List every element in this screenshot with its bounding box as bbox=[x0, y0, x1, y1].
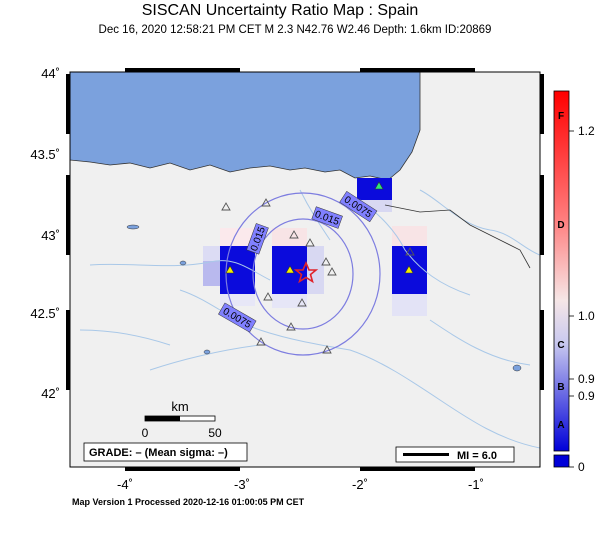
grid-cell bbox=[392, 226, 427, 246]
longitude-labels: -4˚ -3˚ -2˚ -1˚ bbox=[117, 477, 484, 492]
station-triangle bbox=[322, 345, 332, 354]
map-subtitle: Dec 16, 2020 12:58:21 PM CET M 2.3 N42.7… bbox=[98, 24, 492, 36]
colorbar-bottom-swatch bbox=[553, 454, 570, 468]
lat-label: 43.5˚ bbox=[30, 147, 60, 162]
colorbar-letter: A bbox=[557, 420, 564, 431]
colorbar-letter: C bbox=[557, 340, 564, 351]
lon-label: -1˚ bbox=[468, 477, 484, 492]
scale-bar: km 0 50 bbox=[142, 399, 222, 440]
mi-text: MI = 6.0 bbox=[457, 450, 497, 462]
grid-cell bbox=[357, 178, 392, 200]
lat-label: 43˚ bbox=[41, 228, 60, 243]
colorbar-letter: B bbox=[557, 382, 564, 393]
scale-tick: 0 bbox=[142, 426, 149, 440]
station-triangle bbox=[289, 230, 299, 239]
map-frame bbox=[69, 71, 541, 468]
colorbar-value: 0.9 bbox=[578, 389, 595, 403]
lat-label: 44˚ bbox=[41, 66, 60, 81]
colorbar-letter: D bbox=[557, 220, 564, 231]
colorbar-value: 0 bbox=[578, 460, 585, 474]
station-triangle bbox=[221, 202, 231, 211]
station-triangle bbox=[297, 298, 307, 307]
colorbar-value: 1.0 bbox=[578, 309, 595, 323]
colorbar-letter: F bbox=[558, 111, 564, 122]
lon-label: -3˚ bbox=[234, 477, 250, 492]
map-border-ticks bbox=[66, 68, 544, 471]
mi-box: MI = 6.0 bbox=[395, 446, 515, 463]
colorbar-value: 1.2 bbox=[578, 124, 595, 138]
colorbar-value: 0.9 bbox=[578, 372, 595, 386]
grid-cell bbox=[272, 228, 307, 246]
contour-lines bbox=[225, 192, 381, 356]
scale-unit: km bbox=[171, 399, 188, 414]
station-triangle-used bbox=[374, 181, 384, 190]
station-triangle bbox=[405, 247, 415, 256]
station-triangle bbox=[261, 198, 271, 207]
station-triangle bbox=[263, 292, 273, 301]
station-triangle bbox=[327, 267, 337, 276]
border-line bbox=[384, 204, 531, 269]
grade-box: GRADE: – (Mean sigma: –) bbox=[83, 442, 248, 462]
colorbar: F D C B A 1.2 1.0 0.9 0.9 0 bbox=[553, 90, 595, 474]
used-stations bbox=[225, 181, 414, 274]
grid-cell bbox=[272, 294, 307, 308]
grade-text: GRADE: – (Mean sigma: –) bbox=[89, 447, 228, 459]
lon-label: -2˚ bbox=[352, 477, 368, 492]
map-version-footer: Map Version 1 Processed 2020-12-16 01:00… bbox=[72, 497, 305, 507]
sea-area bbox=[70, 72, 421, 181]
latitude-labels: 44˚ 43.5˚ 43˚ 42.5˚ 42˚ bbox=[30, 66, 60, 401]
grid-cell bbox=[220, 246, 255, 294]
scale-tick: 50 bbox=[208, 426, 222, 440]
station-triangle bbox=[321, 257, 331, 266]
station-triangle bbox=[256, 337, 266, 346]
lat-label: 42˚ bbox=[41, 386, 60, 401]
colorbar-gradient bbox=[553, 90, 570, 452]
grid-cell bbox=[392, 294, 427, 316]
epicenter-star-icon bbox=[293, 260, 319, 284]
map-area: 0.0075 0.015 0.015 0.0075 bbox=[70, 72, 540, 467]
map-title: SISCAN Uncertainty Ratio Map : Spain bbox=[141, 2, 419, 19]
grid-cell bbox=[220, 228, 255, 246]
station-triangle-used bbox=[225, 265, 235, 274]
stations bbox=[221, 198, 415, 354]
station-triangle bbox=[286, 322, 296, 331]
lat-label: 42.5˚ bbox=[30, 306, 60, 321]
station-triangle bbox=[305, 238, 315, 247]
station-triangle-used bbox=[285, 265, 295, 274]
grid-cell bbox=[203, 261, 220, 286]
station-triangle-used bbox=[404, 265, 414, 274]
lon-label: -4˚ bbox=[117, 477, 133, 492]
